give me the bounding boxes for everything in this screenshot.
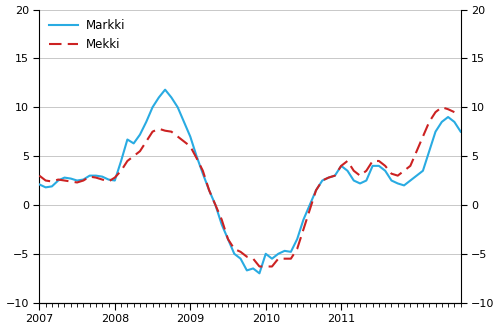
- Mekki: [225, 237, 231, 241]
- Legend: Markki, Mekki: Markki, Mekki: [46, 16, 128, 54]
- Mekki: [439, 105, 445, 109]
- Mekki: [68, 180, 74, 183]
- Markki: [382, 169, 388, 173]
- Markki: [351, 179, 357, 182]
- Markki: [432, 130, 438, 134]
- Markki: [36, 182, 43, 186]
- Markki: [162, 88, 168, 92]
- Mekki: [206, 188, 212, 192]
- Mekki: [256, 265, 262, 269]
- Mekki: [357, 174, 363, 178]
- Markki: [256, 271, 262, 275]
- Line: Markki: Markki: [40, 90, 461, 273]
- Mekki: [86, 175, 92, 179]
- Markki: [426, 149, 432, 153]
- Mekki: [452, 110, 458, 114]
- Markki: [420, 169, 426, 173]
- Line: Mekki: Mekki: [40, 107, 455, 267]
- Markki: [458, 130, 464, 134]
- Mekki: [420, 135, 426, 139]
- Markki: [332, 174, 338, 178]
- Mekki: [36, 174, 43, 178]
